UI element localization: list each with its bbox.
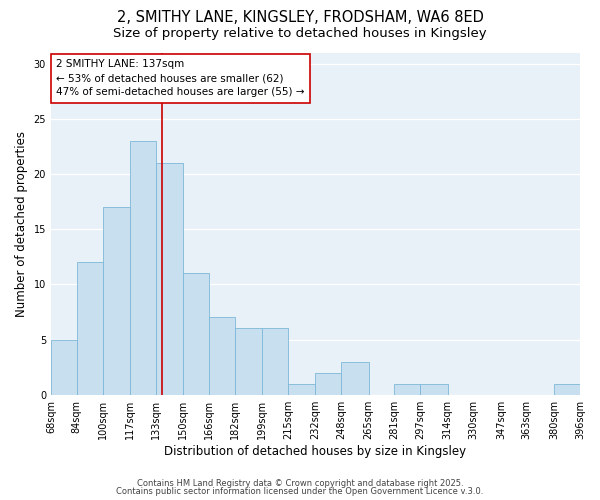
Bar [77,262,103,394]
Bar [421,384,448,394]
Bar [394,384,421,394]
Text: Contains HM Land Registry data © Crown copyright and database right 2025.: Contains HM Land Registry data © Crown c… [137,478,463,488]
Text: 2 SMITHY LANE: 137sqm
← 53% of detached houses are smaller (62)
47% of semi-deta: 2 SMITHY LANE: 137sqm ← 53% of detached … [56,60,305,98]
Text: Size of property relative to detached houses in Kingsley: Size of property relative to detached ho… [113,28,487,40]
Bar [209,318,235,394]
Bar [316,372,341,394]
Bar [156,163,183,394]
Bar [235,328,262,394]
Text: Contains public sector information licensed under the Open Government Licence v.: Contains public sector information licen… [116,487,484,496]
Bar [130,141,156,395]
Bar [51,340,77,394]
Y-axis label: Number of detached properties: Number of detached properties [15,130,28,316]
Bar [103,207,130,394]
Bar [554,384,580,394]
Bar [262,328,288,394]
X-axis label: Distribution of detached houses by size in Kingsley: Distribution of detached houses by size … [164,444,467,458]
Text: 2, SMITHY LANE, KINGSLEY, FRODSHAM, WA6 8ED: 2, SMITHY LANE, KINGSLEY, FRODSHAM, WA6 … [116,10,484,25]
Bar [341,362,368,394]
Bar [183,274,209,394]
Bar [288,384,316,394]
